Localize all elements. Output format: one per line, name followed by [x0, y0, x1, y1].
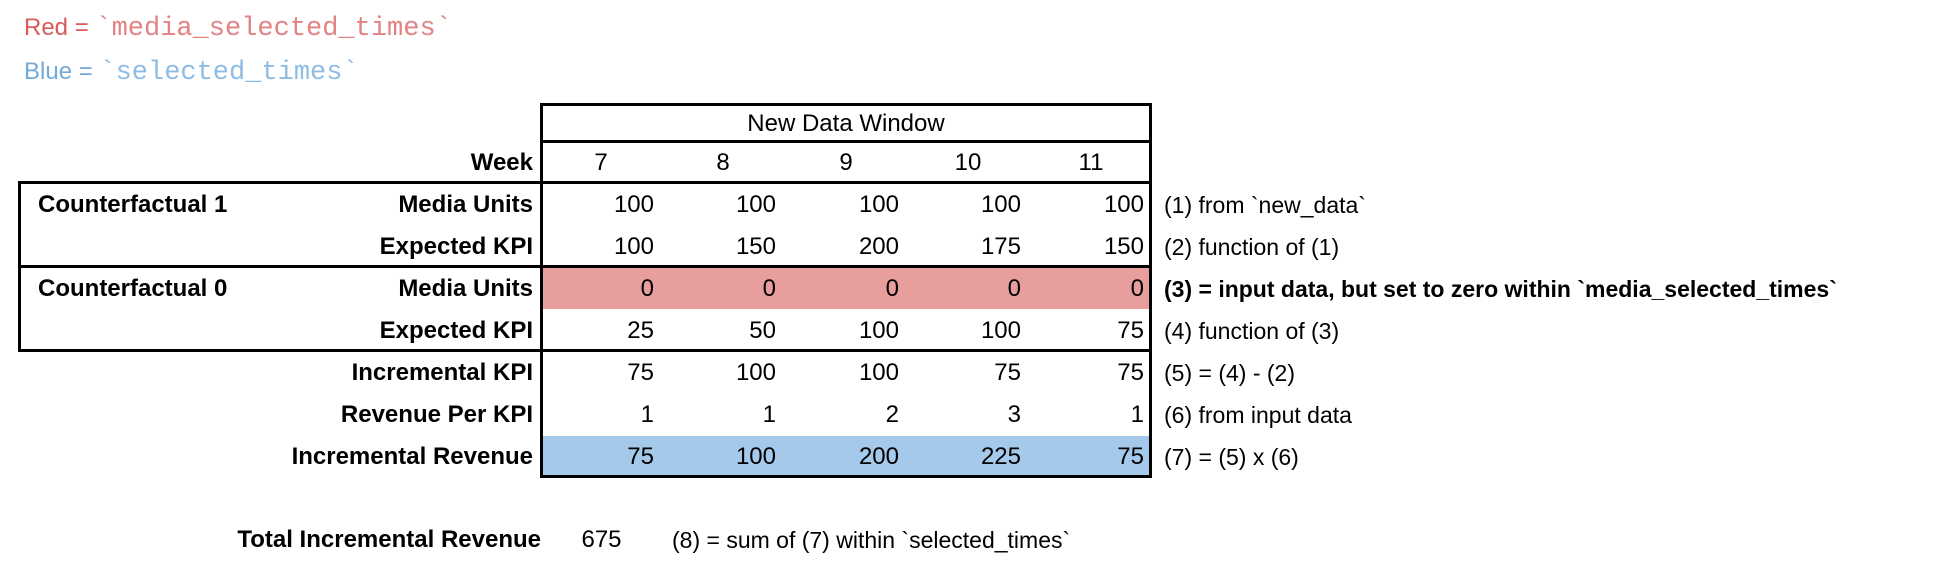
- data-cell: 150: [1103, 233, 1144, 260]
- group-label-counterfactual-1: Counterfactual 1: [38, 191, 228, 218]
- data-cell: 75: [1117, 359, 1144, 386]
- data-cell: 175: [980, 233, 1021, 260]
- total-annotation: (8) = sum of (7) within `selected_times`: [672, 527, 1071, 553]
- data-cell: 75: [1117, 443, 1144, 470]
- data-cell: 1: [1130, 401, 1144, 428]
- row-label: Incremental KPI: [351, 359, 533, 386]
- data-cell: 3: [1007, 401, 1021, 428]
- data-cell: 100: [735, 443, 776, 470]
- row-label: Revenue Per KPI: [340, 401, 533, 428]
- week-cell: 11: [1078, 149, 1104, 176]
- data-cell: 0: [1007, 275, 1021, 302]
- data-cell: 50: [749, 317, 776, 344]
- legend-blue-code: `selected_times`: [99, 58, 359, 88]
- week-cell: 8: [716, 149, 730, 176]
- row-label: Expected KPI: [379, 233, 533, 260]
- blue-highlight-fill: [543, 436, 1149, 475]
- data-cell: 1: [762, 401, 776, 428]
- data-cell: 100: [858, 359, 899, 386]
- table-frame: [540, 103, 1152, 478]
- week-cell: 7: [594, 149, 608, 176]
- data-cell: 75: [627, 443, 654, 470]
- group-label-counterfactual-0: Counterfactual 0: [38, 275, 228, 302]
- data-cell: 100: [980, 317, 1021, 344]
- row-annotation: (4) function of (3): [1164, 318, 1340, 344]
- data-cell: 100: [735, 191, 776, 218]
- legend-blue-line: Blue = `selected_times`: [24, 58, 359, 88]
- week-label: Week: [470, 149, 533, 176]
- row-annotation: (7) = (5) x (6): [1164, 444, 1299, 470]
- grid-line-counterfactual-divider: [18, 265, 1152, 268]
- red-highlight-fill: [543, 268, 1149, 309]
- data-cell: 0: [640, 275, 654, 302]
- row-label: Media Units: [398, 191, 533, 218]
- data-cell: 0: [762, 275, 776, 302]
- legend-red-line: Red = `media_selected_times`: [24, 14, 452, 44]
- row-annotation: (6) from input data: [1164, 402, 1352, 428]
- data-cell: 100: [858, 317, 899, 344]
- row-annotation: (1) from `new_data`: [1164, 192, 1366, 218]
- grid-line-under-week: [18, 181, 1152, 184]
- data-cell: 100: [858, 191, 899, 218]
- data-cell: 100: [980, 191, 1021, 218]
- total-value: 675: [581, 526, 622, 553]
- grid-line-label-box-left: [18, 181, 21, 352]
- legend-red-code: `media_selected_times`: [95, 14, 452, 44]
- legend-red-label: Red =: [24, 14, 96, 41]
- data-cell: 150: [735, 233, 776, 260]
- data-cell: 75: [627, 359, 654, 386]
- row-annotation: (3) = input data, but set to zero within…: [1164, 276, 1837, 302]
- data-cell: 25: [627, 317, 654, 344]
- row-label: Expected KPI: [379, 317, 533, 344]
- data-cell: 200: [858, 233, 899, 260]
- data-cell: 75: [1117, 317, 1144, 344]
- legend-blue-label: Blue =: [24, 58, 100, 85]
- data-cell: 100: [613, 191, 654, 218]
- row-label: Incremental Revenue: [291, 443, 533, 470]
- data-cell: 0: [1130, 275, 1144, 302]
- data-cell: 100: [613, 233, 654, 260]
- week-cell: 9: [839, 149, 853, 176]
- grid-line-under-header: [540, 140, 1152, 143]
- data-cell: 200: [858, 443, 899, 470]
- data-cell: 100: [1103, 191, 1144, 218]
- data-cell: 1: [640, 401, 654, 428]
- row-annotation: (5) = (4) - (2): [1164, 360, 1295, 386]
- data-cell: 2: [885, 401, 899, 428]
- row-label: Media Units: [398, 275, 533, 302]
- total-label: Total Incremental Revenue: [237, 526, 541, 553]
- data-cell: 0: [885, 275, 899, 302]
- week-cell: 10: [954, 149, 982, 176]
- row-annotation: (2) function of (1): [1164, 234, 1340, 260]
- data-cell: 225: [980, 443, 1021, 470]
- grid-line-counterfactual-bottom: [18, 349, 1152, 352]
- data-cell: 100: [735, 359, 776, 386]
- data-cell: 75: [994, 359, 1021, 386]
- table-header: New Data Window: [747, 110, 945, 137]
